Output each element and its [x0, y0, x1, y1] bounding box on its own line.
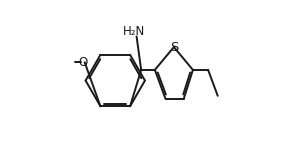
- Text: O: O: [78, 56, 88, 69]
- Text: H₂N: H₂N: [123, 25, 145, 38]
- Text: S: S: [170, 41, 178, 54]
